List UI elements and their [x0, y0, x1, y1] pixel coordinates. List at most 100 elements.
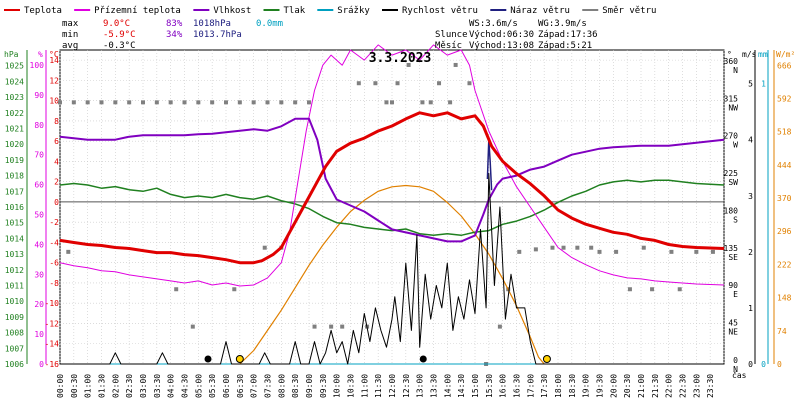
wind-direction-point — [448, 100, 453, 105]
wind-direction-point — [575, 245, 580, 250]
x-tick-label: 01:30 — [98, 374, 107, 398]
info-wg: WG:3.9m/s — [538, 19, 587, 29]
legend-label: Přízemní teplota — [94, 6, 181, 16]
wind-direction-point — [669, 249, 674, 254]
pressure-tick: 1007 — [5, 344, 24, 353]
stats-max-press: 1018hPa — [193, 19, 231, 29]
x-tick-label: 20:00 — [609, 374, 618, 398]
humidity-tick: 10 — [34, 330, 44, 339]
temperature-tick: 2 — [54, 178, 59, 187]
series-line-teplota — [59, 111, 725, 265]
wind-direction-point — [561, 245, 566, 250]
x-tick-label: 23:00 — [692, 374, 701, 398]
wind-speed-tick: 4 — [748, 136, 753, 145]
stats-max-temp: 9.0°C — [103, 19, 130, 29]
x-tick-label: 02:00 — [111, 374, 120, 398]
wind-direction-point — [66, 249, 71, 254]
x-tick-label: 18:00 — [554, 374, 563, 398]
pressure-tick: 1019 — [5, 156, 24, 165]
info-mesic-set: Západ:5:21 — [538, 41, 592, 51]
pressure-tick: 1015 — [5, 219, 24, 228]
x-tick-label: 19:00 — [582, 374, 591, 398]
wind-direction-point — [373, 81, 378, 86]
header: max 9.0°C 83% 1018hPa 0.0mm min -5.9°C 3… — [62, 19, 598, 66]
wind-direction-point — [589, 245, 594, 250]
wind-direction-point — [210, 100, 215, 105]
wind-direction-point — [340, 324, 345, 329]
wind-direction-point — [550, 245, 555, 250]
wind-direction-point — [265, 100, 270, 105]
pressure-tick: 1011 — [5, 282, 24, 291]
x-tick-label: 14:00 — [443, 374, 452, 398]
temperature-tick: 6 — [54, 137, 59, 146]
legend-label: Tlak — [284, 6, 306, 16]
wind-direction-point — [196, 100, 201, 105]
x-tick-label: 19:30 — [596, 374, 605, 398]
humidity-tick: 30 — [34, 270, 44, 279]
x-tick-label: 10:00 — [333, 374, 342, 398]
wind-direction-point — [99, 100, 104, 105]
rain-tick: 0 — [761, 360, 766, 369]
info-ws: WS:3.6m/s — [469, 19, 518, 29]
wind-dir-tick: 360 — [724, 57, 739, 66]
stats-max-rain: 0.0mm — [256, 19, 283, 29]
wind-direction-point — [307, 100, 311, 105]
wind-direction-point — [710, 249, 715, 254]
solar-tick: 74 — [777, 327, 787, 336]
wind-direction-point — [614, 249, 619, 254]
wind-speed-tick: 0 — [748, 360, 753, 369]
x-tick-label: 16:30 — [513, 374, 522, 398]
wind-dir-compass: N — [733, 66, 738, 75]
pressure-tick: 1024 — [5, 77, 24, 86]
axes: 00:00 00:30 01:00 01:30 02:00 02:30 03:00 03:30… — [4, 50, 795, 398]
x-tick-label: 07:00 — [250, 374, 259, 398]
wind-direction-point — [437, 81, 442, 86]
temperature-tick: -2 — [49, 218, 59, 227]
wind-dir-tick: 315 — [724, 94, 739, 103]
temperature-tick: 10 — [49, 97, 59, 106]
wind-dir-compass: N — [733, 365, 738, 374]
temperature-tick: 12 — [49, 76, 59, 85]
wind-direction-point — [627, 287, 632, 292]
temperature-tick: -6 — [49, 259, 59, 268]
temperature-tick: -14 — [45, 340, 60, 349]
moon-marker-moonset — [204, 355, 212, 363]
wind-direction-point — [312, 324, 317, 329]
legend-label: Směr větru — [602, 6, 656, 16]
x-tick-label: 09:00 — [305, 374, 314, 398]
sun-marker-sunrise — [235, 355, 244, 363]
stats-min-label: min — [62, 30, 78, 40]
pressure-tick: 1006 — [5, 360, 24, 369]
temperature-tick: -10 — [45, 299, 60, 308]
x-tick-label: 22:00 — [665, 374, 674, 398]
x-tick-label: 21:30 — [651, 374, 660, 398]
solar-tick: 592 — [777, 94, 792, 103]
x-tick-label: 13:00 — [416, 374, 425, 398]
stats-avg-temp: -0.3°C — [103, 41, 136, 51]
wind-dir-compass: NE — [728, 328, 738, 337]
wind-dir-compass: S — [733, 215, 738, 224]
wind-dir-compass: SW — [728, 178, 738, 187]
legend-label: Srážky — [337, 6, 370, 16]
wind-direction-point — [113, 100, 118, 105]
wind-direction-point — [71, 100, 76, 105]
x-tick-label: 22:30 — [679, 374, 688, 398]
temperature-unit: °C — [49, 50, 59, 59]
series-line-vlhkost — [59, 117, 725, 243]
solar-tick: 296 — [777, 227, 792, 236]
wind-direction-point — [237, 100, 242, 105]
temperature-tick: -8 — [49, 279, 59, 288]
pressure-tick: 1012 — [5, 266, 24, 275]
stats-min-temp: -5.9°C — [103, 30, 136, 40]
chart-title: 3.3.2023 — [369, 51, 432, 66]
x-tick-label: 14:30 — [457, 374, 466, 398]
solar-tick: 666 — [777, 61, 792, 70]
wind-direction-point — [406, 62, 411, 67]
wind-direction-point — [650, 287, 655, 292]
x-tick-label: 09:30 — [319, 374, 328, 398]
temperature-tick: -4 — [49, 238, 59, 247]
x-tick-label: 23:30 — [706, 374, 715, 398]
temperature-tick: -12 — [45, 319, 60, 328]
